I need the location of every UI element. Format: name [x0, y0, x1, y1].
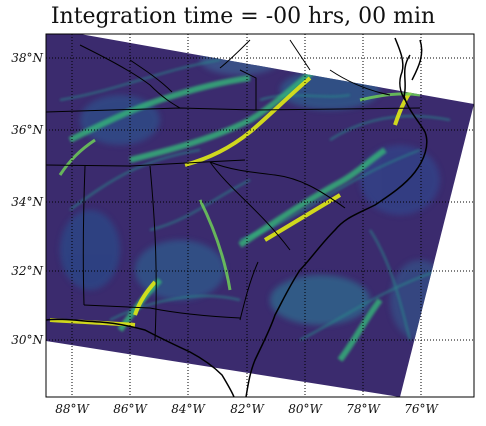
map-frame: [45, 33, 475, 398]
state-border: [209, 161, 291, 251]
coastline: [245, 54, 428, 397]
state-border: [46, 107, 421, 113]
political-boundaries: [46, 37, 428, 397]
state-border: [79, 44, 181, 109]
lon-label: 82°W: [230, 402, 265, 416]
lon-label: 80°W: [288, 402, 323, 416]
lon-label: 76°W: [404, 402, 439, 416]
map-title: Integration time = -00 hrs, 00 min: [50, 4, 436, 29]
lat-label: 32°N: [11, 264, 43, 278]
state-border: [289, 39, 311, 71]
state-border: [46, 159, 246, 167]
state-border: [219, 39, 251, 69]
lon-label: 88°W: [55, 402, 90, 416]
lat-label: 38°N: [11, 51, 43, 65]
lon-label: 84°W: [171, 402, 206, 416]
lat-labels: 38°N 36°N 34°N 32°N 30°N: [11, 51, 43, 347]
state-border: [209, 161, 346, 209]
state-border: [329, 69, 391, 96]
state-border: [83, 304, 241, 319]
state-border: [239, 261, 259, 321]
lat-label: 30°N: [11, 333, 43, 347]
lat-label: 36°N: [11, 123, 43, 137]
lat-label: 34°N: [11, 195, 43, 209]
lon-label: 86°W: [113, 402, 148, 416]
coastline: [46, 318, 235, 397]
state-border: [239, 69, 257, 110]
graticule: [46, 34, 474, 397]
coastline: [411, 39, 423, 81]
state-border: [149, 165, 157, 341]
lon-labels: 88°W 86°W 84°W 82°W 80°W 78°W 76°W: [55, 402, 439, 416]
state-border: [129, 59, 173, 93]
lon-label: 78°W: [346, 402, 381, 416]
state-border: [82, 165, 86, 306]
coastline: [394, 37, 406, 101]
